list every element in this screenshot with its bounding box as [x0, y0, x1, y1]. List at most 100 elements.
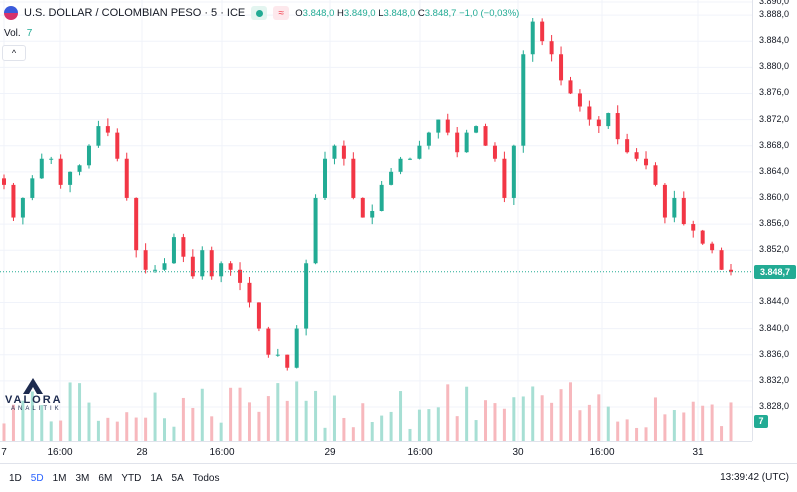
candle-body — [436, 119, 441, 133]
volume-bar — [144, 417, 148, 441]
candle-body — [672, 197, 677, 218]
candle-body — [492, 145, 497, 159]
candle-body — [596, 119, 601, 127]
volume-bar — [11, 404, 15, 441]
price-tick-label: 3.856,0 — [759, 218, 790, 229]
volume-bar — [191, 407, 195, 441]
price-tick-label: 3.872,0 — [759, 113, 790, 124]
collapse-legend-button[interactable]: ^ — [2, 45, 26, 61]
volume-bar — [436, 407, 440, 441]
price-scale[interactable]: 3.890,0 3.888,0 3.884,0 3.880,0 3.876,0 3.872… — [752, 0, 797, 441]
volume-bar — [247, 402, 251, 441]
candle-body — [379, 184, 384, 211]
candle-body — [474, 126, 479, 133]
time-axis[interactable]: 7 16:00 28 16:00 29 16:00 30 16:00 31 — [0, 441, 752, 464]
candle-body — [700, 230, 705, 244]
price-tick-label: 3.836,0 — [759, 348, 790, 359]
volume-bar — [181, 397, 185, 441]
volume-bar — [134, 417, 138, 441]
logo-sub: ANALITIK — [11, 406, 62, 412]
utc-clock[interactable]: 13:39:42 (UTC) — [720, 472, 789, 483]
price-tick-label: 3.880,0 — [759, 61, 790, 72]
candle-body — [729, 269, 733, 272]
volume-bar — [474, 420, 478, 441]
range-button-3m[interactable]: 3M — [75, 472, 90, 484]
candle-body — [662, 184, 667, 218]
candle-body — [77, 165, 82, 172]
volume-bar — [720, 426, 724, 441]
volume-bar — [446, 384, 450, 441]
candle-body — [285, 354, 290, 368]
volume-bar — [40, 405, 44, 441]
price-tick-label: 3.832,0 — [759, 374, 790, 385]
candle-body — [162, 263, 167, 270]
candle-body — [710, 243, 715, 251]
time-tick-label: 16:00 — [209, 447, 235, 458]
candle-body — [398, 158, 403, 172]
candle-body — [587, 106, 592, 120]
volume-bar — [229, 387, 233, 441]
candle-body — [49, 158, 54, 160]
time-tick-label: 7 — [1, 447, 7, 458]
price-tick-label: 3.852,0 — [759, 244, 790, 255]
candle-body — [228, 263, 233, 270]
volume-bar — [663, 414, 667, 441]
volume-bar — [597, 394, 601, 441]
range-button-5d[interactable]: 5D — [30, 472, 44, 484]
volume-bar — [512, 397, 516, 441]
volume-badge: 7 — [754, 415, 768, 428]
volume-bar — [691, 401, 695, 441]
candle-body — [124, 158, 129, 198]
price-chart[interactable] — [0, 0, 752, 441]
range-button-todos[interactable]: Todos — [192, 472, 220, 484]
volume-bar — [606, 406, 610, 441]
chart-area[interactable] — [0, 0, 752, 441]
usd-flag-icon — [4, 6, 18, 20]
range-button-6m[interactable]: 6M — [98, 472, 113, 484]
ohlc-values: O3.848,0 H3.849,0 L3.848,0 C3.848,7 −1,0… — [295, 7, 520, 19]
volume-bar — [238, 387, 242, 441]
volume-bar — [304, 400, 308, 441]
range-button-5a[interactable]: 5A — [171, 472, 184, 484]
candle-body — [351, 158, 356, 198]
candle-body — [58, 158, 63, 185]
candle-body — [275, 354, 280, 356]
market-status-icon[interactable] — [251, 6, 268, 20]
volume-bar — [30, 391, 34, 441]
last-price-badge: 3.848,7 — [754, 264, 796, 279]
volume-bar — [672, 410, 676, 441]
volume-bar — [380, 415, 384, 441]
volume-bar — [96, 420, 100, 441]
range-button-1m[interactable]: 1M — [52, 472, 67, 484]
candle-body — [181, 237, 186, 257]
candle-body — [153, 269, 158, 271]
time-tick-label: 30 — [512, 447, 524, 458]
volume-legend: Vol. 7 — [4, 28, 32, 39]
volume-bar — [342, 417, 346, 441]
price-tick-label: 3.890,0 — [759, 0, 790, 6]
candle-body — [323, 158, 328, 198]
volume-bar — [361, 403, 365, 441]
volume-bar — [644, 427, 648, 441]
candle-body — [39, 158, 44, 179]
logo-brand: VALORA — [5, 394, 63, 406]
symbol-title[interactable]: U.S. DOLLAR / COLOMBIAN PESO · 5 · ICE — [24, 7, 246, 19]
volume-bar — [521, 396, 525, 441]
candle-body — [530, 21, 535, 55]
volume-bar — [417, 409, 421, 441]
volume-bar — [2, 423, 6, 441]
range-button-1d[interactable]: 1D — [9, 472, 22, 484]
wave-icon[interactable]: ≈ — [273, 6, 290, 20]
candle-body — [483, 126, 488, 146]
price-tick-label: 3.828,0 — [759, 400, 790, 411]
candle-body — [143, 250, 148, 270]
volume-bar — [587, 404, 591, 441]
candle-body — [606, 113, 611, 127]
candle-body — [294, 328, 299, 368]
range-button-ytd[interactable]: YTD — [121, 472, 142, 484]
volume-bar — [568, 382, 572, 441]
range-button-1a[interactable]: 1A — [150, 472, 163, 484]
volume-bar — [578, 410, 582, 441]
volume-bar — [332, 395, 336, 441]
volume-bar — [531, 386, 535, 441]
